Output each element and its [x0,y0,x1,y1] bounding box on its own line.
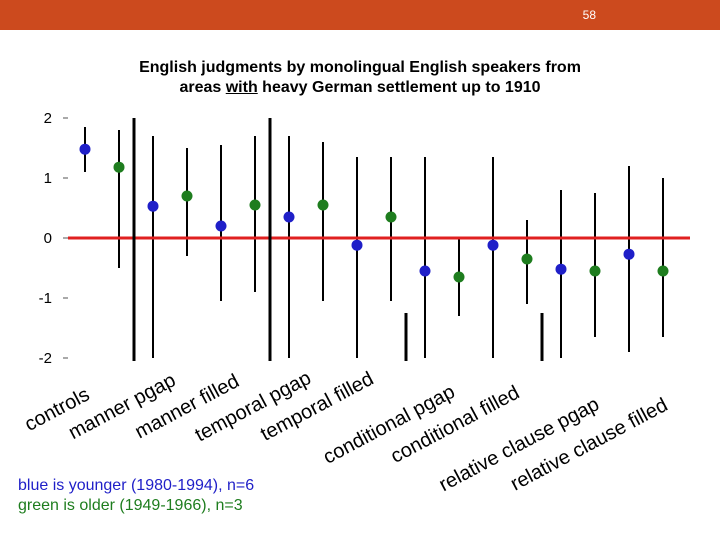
y-tick-label: 0 [44,230,52,247]
data-point-blue [79,143,91,155]
title-line2-post: heavy German settlement up to 1910 [257,79,541,96]
data-point-green [181,190,193,202]
y-tick-label: -2 [39,350,52,367]
data-point-blue [487,239,499,251]
data-point-green [385,211,397,223]
data-point-green [113,161,125,173]
data-point-green [249,199,261,211]
chart-title: English judgments by monolingual English… [0,58,720,98]
y-tick-label: -1 [39,290,52,307]
y-tick-label: 2 [44,110,52,127]
data-point-blue [215,220,227,232]
data-point-blue [351,239,363,251]
data-point-blue [147,200,159,212]
data-point-green [317,199,329,211]
title-line2-pre: areas [179,79,226,96]
page-number: 58 [582,8,596,22]
data-point-green [453,271,465,283]
data-point-blue [555,263,567,275]
header-bar: 58 [0,0,720,30]
legend-green: green is older (1949-1966), n=3 [18,497,243,514]
legend: blue is younger (1980-1994), n=6 green i… [18,476,254,516]
chart-title-line2: areas with heavy German settlement up to… [0,78,720,98]
data-point-green [589,265,601,277]
title-emphasis: with [225,79,258,96]
legend-blue: blue is younger (1980-1994), n=6 [18,477,255,494]
y-tick-label: 1 [44,170,52,187]
chart-title-line1: English judgments by monolingual English… [139,59,581,76]
data-point-green [657,265,669,277]
data-point-blue [283,211,295,223]
data-point-green [521,253,533,265]
data-point-blue [419,265,431,277]
data-point-blue [623,248,635,260]
